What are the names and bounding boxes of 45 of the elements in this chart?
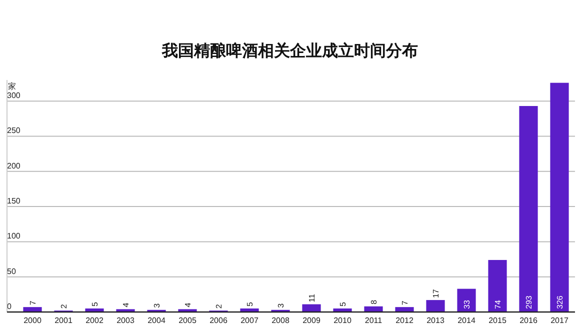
data-label: 5 [338,301,348,306]
x-tick-label: 2016 [520,316,538,325]
data-label: 2 [60,304,68,309]
x-tick-label: 2004 [148,316,166,325]
data-label: 4 [122,302,130,308]
x-tick-label: 2011 [364,316,383,325]
x-tick-label: 2005 [178,316,197,325]
data-label: 2 [214,304,224,309]
data-label: 11 [308,293,316,302]
data-label: 3 [152,302,162,308]
data-label: 17 [432,288,440,298]
x-tick-label: 2012 [396,316,414,325]
data-label: 5 [90,301,100,306]
data-label: 293 [524,295,534,309]
x-tick-label: 2015 [488,316,507,325]
x-tick-label: 2014 [458,316,476,325]
x-tick-label: 2013 [426,316,445,325]
y-tick-label: 250 [7,126,21,136]
x-tick-label: 2006 [210,316,228,325]
data-label: 3 [276,302,286,308]
x-tick-label: 2001 [54,316,73,325]
x-tick-label: 2003 [116,316,135,325]
data-label: 8 [370,299,378,304]
y-tick-label: 0 [7,302,12,311]
x-tick-label: 2017 [550,316,569,325]
x-tick-label: 2000 [24,316,42,325]
data-label: 7 [28,300,38,306]
x-tick-label: 2008 [272,316,290,325]
y-tick-label: 300 [7,91,21,100]
y-axis-title: 家 [8,82,16,92]
data-label: 7 [400,300,410,306]
data-label: 326 [556,295,564,309]
y-tick-label: 50 [7,266,16,276]
x-tick-label: 2010 [334,316,352,325]
y-tick-label: 100 [7,232,21,241]
data-label: 33 [462,300,472,309]
x-tick-label: 2002 [86,316,104,325]
data-label: 74 [494,300,502,309]
y-tick-label: 200 [7,161,21,170]
x-tick-label: 2009 [302,316,321,325]
y-tick-label: 150 [7,196,21,206]
x-tick-label: 2007 [240,316,259,325]
data-label: 4 [184,302,192,308]
data-label: 5 [246,301,254,306]
chart-title: 我国精酿啤酒相关企业成立时间分布 [161,41,418,60]
